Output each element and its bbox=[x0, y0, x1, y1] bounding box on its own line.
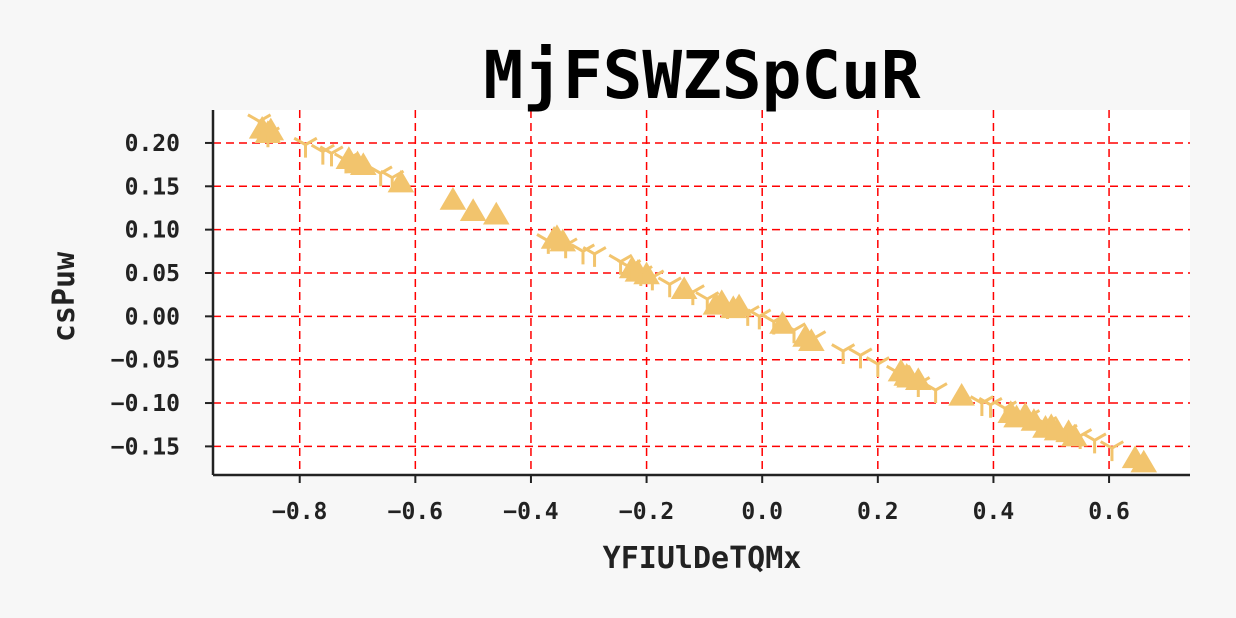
tri-down-point bbox=[715, 298, 740, 319]
triangle-point bbox=[1130, 449, 1158, 473]
x-tick-label: −0.6 bbox=[388, 499, 443, 525]
tri-down-point bbox=[761, 313, 786, 335]
triangle-point bbox=[350, 152, 377, 176]
tri-down-point bbox=[906, 376, 931, 397]
chart-title: MjFSWZSpCuR bbox=[483, 37, 920, 114]
tri-down-point bbox=[1033, 416, 1058, 437]
tri-down-point bbox=[570, 243, 596, 265]
tri-down-point bbox=[781, 322, 807, 344]
x-tick-label: −0.2 bbox=[619, 499, 674, 525]
y-tick-label: −0.05 bbox=[111, 348, 180, 374]
triangle-point bbox=[948, 382, 975, 406]
tri-down-point bbox=[1082, 432, 1107, 454]
tri-down-point bbox=[1016, 409, 1041, 430]
tri-down-point bbox=[992, 400, 1018, 422]
x-tick-label: −0.4 bbox=[503, 499, 558, 525]
x-tick-label: 0.6 bbox=[1088, 499, 1130, 525]
x-tick-label: −0.8 bbox=[272, 499, 327, 525]
tri-down-point bbox=[333, 152, 359, 174]
y-axis-label: csPuw bbox=[47, 251, 82, 342]
tri-down-point bbox=[380, 169, 405, 191]
y-tick-label: 0.05 bbox=[125, 261, 180, 287]
triangle-point bbox=[439, 187, 467, 210]
triangle-point bbox=[459, 198, 487, 221]
tri-down-point bbox=[319, 145, 344, 167]
tri-down-point bbox=[657, 276, 682, 298]
y-tick-label: 0.10 bbox=[125, 218, 180, 244]
triangle-point bbox=[387, 169, 415, 193]
tri-down-point bbox=[1053, 423, 1078, 445]
tri-down-point bbox=[885, 364, 911, 386]
y-tick-label: −0.15 bbox=[111, 434, 180, 460]
triangle-point bbox=[549, 228, 577, 252]
x-axis-label: YFIUlDeTQMx bbox=[603, 541, 802, 576]
tri-down-point bbox=[293, 136, 318, 158]
x-tick-label: 0.2 bbox=[857, 499, 899, 525]
triangle-point bbox=[257, 117, 285, 141]
tri-down-point bbox=[865, 356, 890, 378]
tri-down-point bbox=[536, 233, 561, 254]
triangle-point bbox=[482, 201, 510, 225]
tri-down-point bbox=[582, 246, 607, 267]
tri-down-point bbox=[1068, 428, 1093, 449]
tri-down-point bbox=[802, 330, 827, 352]
tri-down-point bbox=[255, 126, 280, 148]
x-tick-label: 0.4 bbox=[973, 499, 1015, 525]
x-tick-label: 0.0 bbox=[741, 499, 783, 525]
tri-down-point bbox=[747, 308, 772, 330]
tri-down-point bbox=[1099, 440, 1125, 462]
axes-layer: −0.8 −0.6 −0.4 −0.2 0.0 0.2 0.4 0.6 0.20 0.15 0.10… bbox=[111, 110, 1190, 525]
marks-layer bbox=[247, 113, 1158, 473]
tri-down-point bbox=[848, 347, 873, 369]
tri-down-point bbox=[640, 269, 665, 291]
tri-down-point bbox=[553, 237, 578, 259]
tri-down-point bbox=[831, 343, 856, 365]
tri-down-point bbox=[680, 284, 705, 306]
triangle-point bbox=[798, 328, 825, 352]
tri-down-point bbox=[923, 382, 948, 404]
y-tick-label: 0.15 bbox=[125, 174, 180, 200]
y-tick-label: 0.20 bbox=[125, 131, 180, 157]
y-tick-label: 0.00 bbox=[125, 304, 180, 330]
y-tick-label: −0.10 bbox=[111, 391, 180, 417]
tri-down-point bbox=[695, 291, 720, 313]
